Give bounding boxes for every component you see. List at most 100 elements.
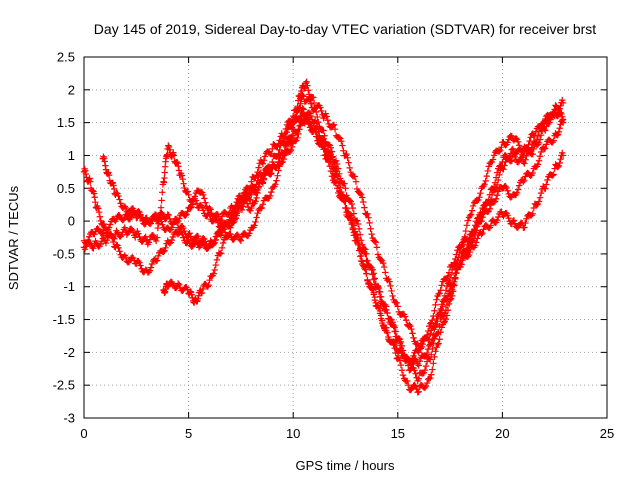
data-point xyxy=(522,219,529,227)
data-point xyxy=(334,165,342,172)
data-point xyxy=(368,230,375,238)
data-point xyxy=(187,204,194,211)
data-point xyxy=(102,239,110,247)
data-point xyxy=(472,222,479,229)
data-point xyxy=(379,259,387,267)
data-point xyxy=(378,298,386,306)
data-point xyxy=(401,313,409,320)
data-point xyxy=(95,205,102,212)
data-point xyxy=(273,177,280,184)
data-point xyxy=(514,186,522,193)
data-point xyxy=(477,189,484,197)
data-point xyxy=(288,132,296,139)
data-point xyxy=(443,301,451,309)
data-point xyxy=(157,204,165,211)
data-point xyxy=(165,211,172,219)
data-point xyxy=(218,213,226,220)
y-axis-label: SDTVAR / TECUs xyxy=(6,185,21,290)
data-point xyxy=(439,303,446,310)
data-point xyxy=(230,236,237,243)
data-point xyxy=(82,170,90,178)
data-point xyxy=(404,354,411,361)
data-point xyxy=(432,301,439,309)
data-point xyxy=(238,206,246,214)
data-point xyxy=(520,152,527,159)
data-point xyxy=(461,233,468,240)
data-point xyxy=(464,253,472,260)
data-point xyxy=(459,256,466,264)
data-point xyxy=(484,199,491,206)
data-point xyxy=(371,238,378,245)
data-point xyxy=(557,155,564,163)
data-point xyxy=(355,225,363,233)
data-point xyxy=(136,259,143,266)
data-point xyxy=(421,353,429,360)
data-point xyxy=(219,239,227,247)
y-tick-label: -3 xyxy=(63,411,75,426)
data-point xyxy=(411,382,418,389)
data-point xyxy=(327,167,335,175)
data-point xyxy=(290,126,297,133)
data-point xyxy=(546,119,553,126)
data-point xyxy=(409,330,416,337)
data-point xyxy=(272,181,279,188)
data-point xyxy=(513,189,521,197)
data-point xyxy=(189,201,196,208)
data-point xyxy=(510,217,518,224)
y-tick-label: 2.5 xyxy=(57,50,75,65)
data-point xyxy=(165,142,172,149)
data-point xyxy=(431,307,438,314)
y-tick-label: 1.5 xyxy=(57,115,75,130)
data-point xyxy=(349,204,357,212)
data-point xyxy=(202,199,209,206)
data-point xyxy=(395,335,403,342)
data-point xyxy=(424,345,432,353)
data-point xyxy=(159,189,166,196)
data-point xyxy=(230,219,237,226)
data-point xyxy=(173,158,181,166)
data-point xyxy=(253,214,260,221)
data-point xyxy=(340,147,347,154)
data-point xyxy=(181,227,188,235)
data-point xyxy=(137,211,144,218)
data-point xyxy=(357,191,365,198)
data-point xyxy=(339,142,346,149)
data-point xyxy=(332,157,340,164)
data-point xyxy=(477,215,484,222)
data-point xyxy=(525,141,532,149)
chart-title: Day 145 of 2019, Sidereal Day-to-day VTE… xyxy=(94,21,596,37)
data-point xyxy=(484,167,491,175)
data-point xyxy=(463,245,471,252)
data-point xyxy=(371,296,378,304)
data-point xyxy=(423,379,431,387)
y-tick-label: -1.5 xyxy=(53,312,75,327)
data-point xyxy=(434,317,441,325)
data-point xyxy=(259,201,267,208)
data-point xyxy=(161,174,168,182)
data-point xyxy=(493,192,501,199)
data-point xyxy=(186,230,193,237)
data-point xyxy=(453,269,460,277)
data-point xyxy=(544,176,551,184)
data-point xyxy=(261,153,269,160)
data-point xyxy=(542,145,549,152)
data-point xyxy=(101,224,109,231)
data-point xyxy=(332,179,340,187)
data-point xyxy=(162,244,169,252)
data-point xyxy=(422,382,430,390)
data-point xyxy=(97,240,104,248)
data-point xyxy=(275,159,282,166)
data-point xyxy=(392,349,399,357)
data-point xyxy=(523,215,530,222)
data-point xyxy=(465,251,473,259)
data-point xyxy=(470,226,478,234)
y-tick-label: 1 xyxy=(68,148,75,163)
data-point xyxy=(550,137,557,144)
x-tick-label: 0 xyxy=(80,426,87,441)
y-tick-label: 0.5 xyxy=(57,181,75,196)
data-point xyxy=(492,174,500,181)
data-point xyxy=(184,208,191,215)
data-point xyxy=(212,233,219,240)
data-point xyxy=(333,185,341,192)
data-point xyxy=(187,288,194,295)
